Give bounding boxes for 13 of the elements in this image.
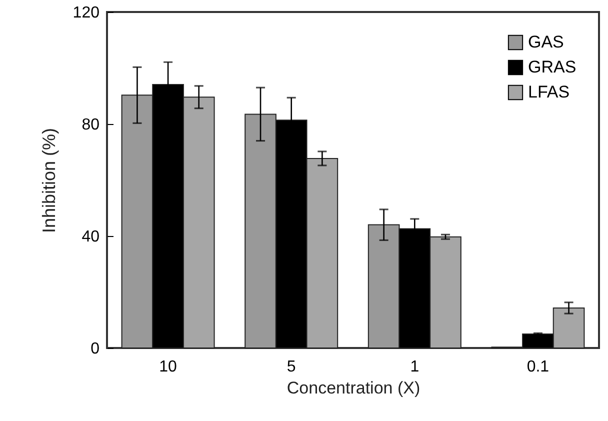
y-tick-label: 0 [90,340,100,358]
x-tick-label: 10 [159,358,178,376]
x-tick-label: 0.1 [526,358,550,376]
y-axis-title: Inhibition (%) [38,128,59,234]
x-axis-title: Concentration (X) [286,378,420,398]
x-tick-label: 5 [286,358,296,376]
y-tick-label: 40 [82,228,100,246]
y-tick-label: 80 [82,116,100,134]
legend-label: GRAS [528,58,576,76]
legend-label: LFAS [528,82,570,102]
y-tick-label: 120 [72,4,100,22]
legend-label: GAS [528,32,564,52]
x-tick-label: 1 [410,358,420,376]
